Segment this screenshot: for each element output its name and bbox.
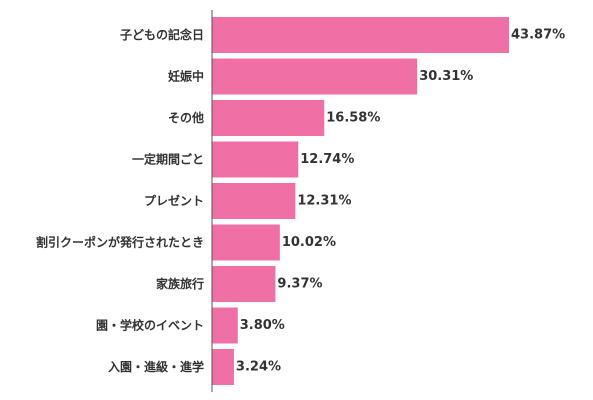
- category-label-2: 妊娠中: [168, 69, 204, 84]
- bar-7: [212, 266, 276, 302]
- bars-group: [212, 17, 509, 385]
- value-label-5: 12.31%: [297, 194, 351, 209]
- category-label-8: 園・学校のイベント: [96, 318, 204, 333]
- category-label-6: 割引クーポンが発行されたとき: [36, 235, 204, 250]
- category-label-1: 子どもの記念日: [120, 27, 204, 42]
- bar-2: [212, 58, 418, 95]
- value-label-1: 43.87%: [511, 28, 565, 43]
- bar-8: [212, 307, 238, 344]
- bar-3: [212, 100, 325, 136]
- category-label-5: プレゼント: [144, 193, 204, 208]
- value-label-4: 12.74%: [300, 152, 354, 167]
- value-label-8: 3.80%: [240, 318, 285, 333]
- value-label-2: 30.31%: [419, 69, 473, 84]
- bar-1: [212, 17, 509, 53]
- value-label-7: 9.37%: [277, 277, 322, 292]
- bar-4: [212, 141, 299, 178]
- bar-5: [212, 183, 296, 219]
- category-label-3: その他: [168, 110, 204, 125]
- value-labels-group: 43.87% 30.31% 16.58% 12.74% 12.31% 10.02% 9.37…: [236, 28, 565, 375]
- value-label-3: 16.58%: [326, 111, 380, 126]
- category-label-7: 家族旅行: [156, 276, 204, 291]
- value-label-9: 3.24%: [236, 360, 281, 375]
- category-label-9: 入園・進級・進学: [108, 359, 204, 374]
- bar-9: [212, 349, 234, 385]
- bar-6: [212, 224, 280, 261]
- category-labels-group: 子どもの記念日妊娠中その他一定期間ごとプレゼント割引クーポンが発行されたとき家族…: [36, 27, 204, 374]
- category-label-4: 一定期間ごと: [132, 152, 204, 167]
- value-label-6: 10.02%: [282, 235, 336, 250]
